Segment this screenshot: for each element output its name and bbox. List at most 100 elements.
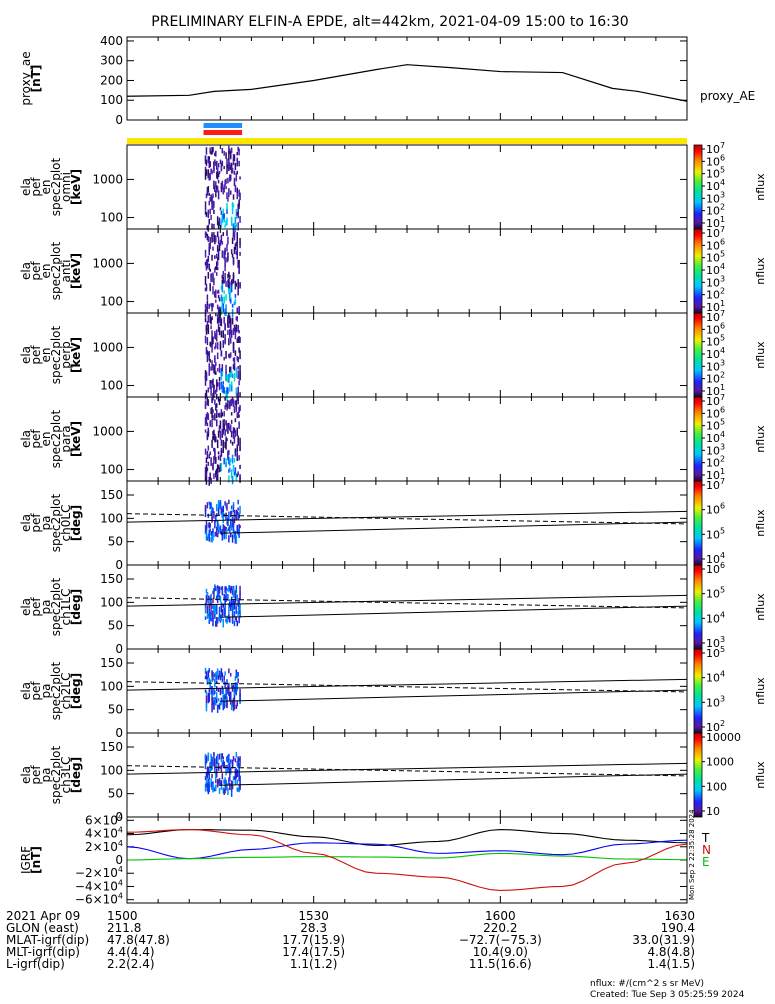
- ch0-pixel: [237, 529, 239, 536]
- ch0-pixel: [205, 521, 208, 530]
- omni-pixel: [216, 216, 219, 226]
- footer-cell: 211.8: [107, 921, 141, 935]
- para-pixel: [222, 445, 225, 454]
- para-pixel: [214, 399, 216, 405]
- tick-label-exponent: 4: [720, 670, 725, 679]
- ch3-cbar-tick-label: 100: [706, 780, 727, 793]
- perp-pixel: [224, 334, 226, 343]
- para-pixel: [238, 414, 240, 418]
- tick-label-exponent: 3: [720, 694, 725, 703]
- tick-label-exponent: 6: [720, 153, 725, 162]
- para-pixel: [228, 450, 230, 455]
- ch1-pixel: [216, 598, 219, 603]
- para-pixel: [230, 412, 233, 416]
- anti-pixel: [222, 270, 225, 277]
- omni-pixel: [233, 177, 236, 183]
- ch2-pixel: [236, 672, 239, 679]
- ch1-pixel: [212, 590, 214, 595]
- anti-pixel: [219, 239, 222, 246]
- perp-pixel: [239, 371, 241, 381]
- ae-ytick-label: 300: [100, 54, 123, 68]
- ch1-pixel: [224, 601, 226, 611]
- para-pixel: [235, 400, 238, 409]
- ch0-ylabel-line: ch0LC: [59, 505, 73, 542]
- omni-pixel: [230, 216, 233, 222]
- footer-row-label: L-igrf(dip): [6, 957, 65, 971]
- perp-pixel: [230, 370, 233, 378]
- perp-pixel: [215, 329, 218, 336]
- ch1-pixel: [238, 607, 240, 614]
- tick-label-exponent: 1: [720, 299, 725, 308]
- ch3-ylabel-line: pef: [29, 765, 43, 785]
- para-pixel: [222, 443, 225, 448]
- fast-survey-bar: [127, 138, 687, 144]
- ch0-ylabel-line: ela: [19, 514, 33, 532]
- ch2-pixel: [215, 675, 218, 680]
- grf-ytick-label: 0: [115, 853, 123, 867]
- omni-pixel: [221, 148, 224, 154]
- ch2-pixel: [205, 671, 208, 680]
- ch3-pixel: [211, 756, 213, 761]
- anti-ylabel-line: spec2plot: [49, 241, 63, 300]
- omni-pixel: [213, 209, 215, 214]
- para-pixel: [217, 451, 220, 455]
- perp-spectrogram: [204, 313, 241, 402]
- ch2-pixel: [208, 668, 211, 673]
- ch1-pixel: [215, 586, 217, 591]
- perp-pixel: [218, 314, 221, 322]
- ch2-pixel: [205, 690, 208, 695]
- ch3-pixel: [213, 755, 215, 763]
- grf-ylabel-line: IGRF: [19, 846, 33, 874]
- ch2-pixel: [224, 671, 226, 676]
- perp-pixel: [228, 373, 230, 383]
- ch2-pixel: [231, 685, 234, 692]
- para-pixel: [235, 404, 238, 412]
- omni-pixel: [217, 179, 220, 184]
- omni-pixel: [230, 165, 233, 174]
- omni-pixel: [228, 158, 230, 167]
- ch3-pixel: [227, 755, 229, 763]
- ch1-pixel: [207, 595, 210, 600]
- grf-ytick-label: 4×104: [85, 826, 123, 841]
- omni-pixel: [236, 212, 239, 216]
- ch0-pixel: [209, 523, 211, 528]
- anti-pixel: [235, 251, 238, 255]
- omni-pixel: [223, 165, 225, 170]
- ch3-loss-cone-line: [220, 773, 688, 786]
- ch2-pixel: [228, 668, 230, 674]
- perp-pixel: [207, 387, 210, 393]
- ch2-pixel: [205, 695, 208, 704]
- ch3-frame: [126, 732, 688, 818]
- perp-pixel: [237, 366, 239, 370]
- tick-label-exponent: 4: [118, 865, 123, 874]
- ch2-cbar-tick-label: 105: [706, 645, 725, 660]
- anti-pixel: [221, 274, 224, 279]
- omni-pixel: [211, 197, 213, 204]
- tick-label-exponent: 4: [118, 839, 123, 848]
- ch1-pixel: [225, 586, 227, 591]
- ch0-pixel: [211, 512, 213, 520]
- para-pixel: [232, 464, 235, 472]
- omni-cbar-tick-label: 107: [706, 141, 725, 156]
- tick-label-exponent: 7: [720, 393, 725, 402]
- perp-pixel: [227, 374, 229, 382]
- footer-cell: 4.8(4.8): [647, 945, 695, 959]
- perp-pixel: [233, 357, 236, 366]
- grf-ytick-label: −6×104: [75, 892, 123, 907]
- omni-pixel: [223, 150, 225, 156]
- anti-pixel: [234, 243, 237, 251]
- ch3-pixel: [227, 787, 229, 796]
- ch2-ylabel-line: ch2LC: [59, 673, 73, 710]
- tick-label-base: 10: [706, 672, 720, 685]
- omni-pixel: [217, 221, 220, 230]
- omni-pixel: [239, 176, 241, 180]
- anti-pixel: [218, 308, 221, 314]
- ch3-pixel: [218, 753, 221, 760]
- ch2-pixel: [215, 680, 218, 684]
- ch2-pixel: [215, 672, 217, 679]
- ch3-pixel: [239, 785, 241, 791]
- ch1-pixel: [229, 601, 231, 608]
- ch1-pixel: [229, 599, 231, 604]
- ch1-pixel: [227, 617, 229, 622]
- perp-pixel: [217, 324, 220, 333]
